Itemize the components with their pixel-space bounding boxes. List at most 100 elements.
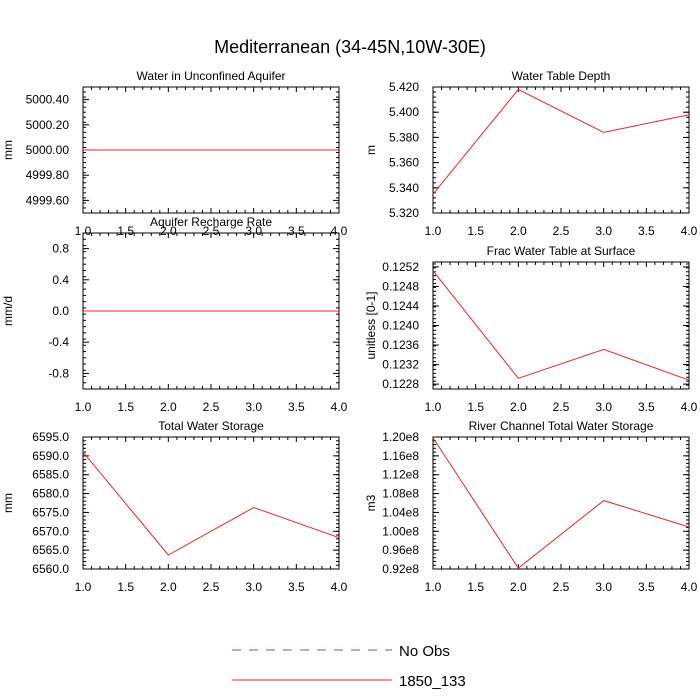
y-tick-label: 0.1252 xyxy=(382,260,419,274)
panel-6: River Channel Total Water Storage m3 1.0 1.… xyxy=(364,419,698,594)
y-tick-label: 0.8 xyxy=(52,242,69,256)
x-tick-label: 2.5 xyxy=(553,224,570,238)
x-tick-label: 2.0 xyxy=(160,224,177,238)
x-tick-label: 1.0 xyxy=(75,400,92,414)
plot-frame xyxy=(432,261,690,390)
x-tick-label: 3.0 xyxy=(245,580,262,594)
x-tick-label: 2.0 xyxy=(510,580,527,594)
y-axis-label: mm xyxy=(1,140,15,160)
y-tick-label: 1.08e8 xyxy=(382,487,419,501)
panel-title: Aquifer Recharge Rate xyxy=(150,215,272,229)
x-tick-label: 2.0 xyxy=(510,224,527,238)
x-tick-label: 3.0 xyxy=(245,224,262,238)
x-tick-label: 2.0 xyxy=(160,400,177,414)
y-tick-label: 5.380 xyxy=(389,130,419,144)
series-line xyxy=(432,437,690,569)
panel-title: Water Table Depth xyxy=(512,69,611,83)
series-line xyxy=(82,451,340,556)
y-tick-label: 0.1236 xyxy=(382,338,419,352)
y-tick-label: 1.04e8 xyxy=(382,505,419,519)
x-tick-label: 3.0 xyxy=(595,400,612,414)
series-line xyxy=(432,88,690,195)
x-tick-label: 4.0 xyxy=(681,400,698,414)
y-tick-label: 6580.0 xyxy=(32,487,69,501)
panel-5: Total Water Storage mm 1.0 1.5 2.0 2.5 3.0 3.5 4… xyxy=(1,419,348,594)
y-tick-label: 6570.0 xyxy=(32,524,69,538)
x-tick-label: 2.0 xyxy=(160,580,177,594)
x-tick-label: 4.0 xyxy=(331,400,348,414)
figure-title: Mediterranean (34-45N,10W-30E) xyxy=(214,37,486,57)
y-tick-label: 6565.0 xyxy=(32,543,69,557)
x-tick-label: 1.0 xyxy=(425,224,442,238)
y-tick-label: 5.360 xyxy=(389,156,419,170)
x-tick-label: 4.0 xyxy=(331,224,348,238)
y-tick-label: 0.1232 xyxy=(382,358,419,372)
x-tick-label: 1.0 xyxy=(425,400,442,414)
y-tick-label: 0.1228 xyxy=(382,377,419,391)
y-tick-label: 0.4 xyxy=(52,273,69,287)
x-tick-label: 4.0 xyxy=(681,580,698,594)
x-tick-label: 3.5 xyxy=(638,400,655,414)
panel-title: Water in Unconfined Aquifer xyxy=(137,69,286,83)
y-tick-label: 6585.0 xyxy=(32,468,69,482)
y-tick-label: 4999.60 xyxy=(26,193,70,207)
panels: Water in Unconfined Aquifer mm 1.0 1.5 2.0 2.… xyxy=(1,69,698,594)
y-axis-label: m xyxy=(364,145,378,155)
y-tick-label: 6560.0 xyxy=(32,562,69,576)
y-tick-label: 5000.00 xyxy=(26,143,70,157)
y-tick-label: 0.92e8 xyxy=(382,562,419,576)
y-tick-label: 5000.20 xyxy=(26,118,70,132)
x-tick-label: 4.0 xyxy=(681,224,698,238)
y-tick-label: 5.340 xyxy=(389,181,419,195)
x-tick-label: 1.5 xyxy=(467,400,484,414)
plot-frame xyxy=(432,436,690,570)
panel-1: Water in Unconfined Aquifer mm 1.0 1.5 2.0 2.… xyxy=(1,69,348,238)
y-tick-label: 6595.0 xyxy=(32,430,69,444)
x-tick-label: 3.5 xyxy=(638,580,655,594)
panel-title: River Channel Total Water Storage xyxy=(469,419,654,433)
x-tick-label: 3.0 xyxy=(595,224,612,238)
x-tick-label: 2.0 xyxy=(510,400,527,414)
x-tick-label: 2.5 xyxy=(203,580,220,594)
x-tick-label: 4.0 xyxy=(331,580,348,594)
x-tick-label: 3.5 xyxy=(288,580,305,594)
plot-frame xyxy=(432,86,690,214)
y-tick-label: 4999.80 xyxy=(26,168,70,182)
x-tick-label: 2.5 xyxy=(203,400,220,414)
y-tick-label: -0.8 xyxy=(48,366,69,380)
y-tick-label: 0.1240 xyxy=(382,319,419,333)
x-tick-label: 1.5 xyxy=(117,224,134,238)
series-line xyxy=(432,270,690,381)
y-tick-label: 1.12e8 xyxy=(382,468,419,482)
x-tick-label: 3.0 xyxy=(595,580,612,594)
x-tick-label: 1.0 xyxy=(75,580,92,594)
y-tick-label: 0.1248 xyxy=(382,279,419,293)
y-tick-label: 0.1244 xyxy=(382,299,419,313)
panel-4: Frac Water Table at Surface unitless [0-1… xyxy=(364,244,698,414)
y-tick-label: 6575.0 xyxy=(32,505,69,519)
y-tick-label: 5.400 xyxy=(389,105,419,119)
y-tick-label: 0.96e8 xyxy=(382,543,419,557)
legend-series-label: 1850_133 xyxy=(399,673,466,690)
y-tick-label: 5.320 xyxy=(389,206,419,220)
x-tick-label: 3.0 xyxy=(245,400,262,414)
y-tick-label: 1.16e8 xyxy=(382,449,419,463)
panel-3: Aquifer Recharge Rate mm/d 1.0 1.5 2.0 2.5 3.0… xyxy=(1,215,348,414)
y-axis-label: mm xyxy=(1,493,15,513)
x-tick-label: 3.5 xyxy=(638,224,655,238)
y-axis-label: unitless [0-1] xyxy=(364,291,378,359)
y-tick-label: 0.0 xyxy=(52,304,69,318)
legend-no-obs-label: No Obs xyxy=(399,643,450,660)
x-tick-label: 1.5 xyxy=(117,400,134,414)
panel-2: Water Table Depth m 1.0 1.5 2.0 2.5 3.0 3.5 4.0 5… xyxy=(364,69,698,238)
x-tick-label: 2.5 xyxy=(553,580,570,594)
y-axis-label: mm/d xyxy=(1,296,15,326)
x-tick-label: 1.5 xyxy=(467,580,484,594)
x-tick-label: 3.5 xyxy=(288,224,305,238)
y-tick-label: 5.420 xyxy=(389,80,419,94)
x-tick-label: 2.5 xyxy=(203,224,220,238)
panel-title: Total Water Storage xyxy=(158,419,264,433)
x-tick-label: 1.0 xyxy=(75,224,92,238)
y-tick-label: -0.4 xyxy=(48,335,69,349)
